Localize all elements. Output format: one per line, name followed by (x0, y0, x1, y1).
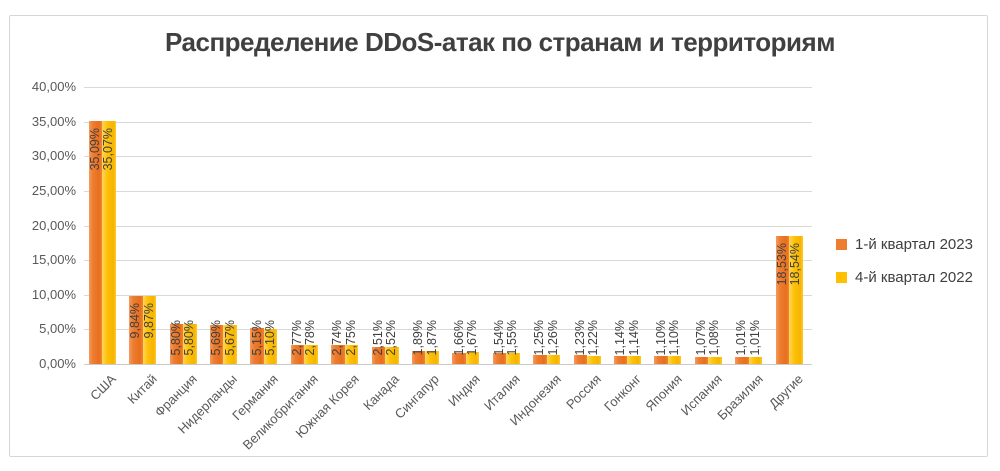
legend-label-q4-2022: 4-й квартал 2022 (855, 269, 973, 286)
chart-frame (9, 15, 988, 457)
bar-q4-2022-Нидерланды (223, 324, 237, 364)
bar-q4-2022-Италия (506, 353, 520, 364)
gridline-20 (84, 225, 812, 227)
bar-value-label-q4-Другие: 18,54% (788, 242, 803, 286)
bar-value-label-q4-Индия: 1,67% (465, 319, 480, 355)
bar-value-label-q1-Сингапур: 1,89% (411, 319, 426, 355)
bar-value-label-q4-Индонезия: 1,26% (545, 319, 560, 355)
bar-q1-2023-Германия (250, 328, 264, 364)
bar-q1-2023-Япония (654, 356, 668, 364)
bar-value-label-q4-Бразилия: 1,01% (747, 319, 762, 355)
gridline-0 (84, 364, 812, 365)
bar-q4-2022-Сингапур (425, 351, 439, 364)
bar-value-label-q4-Франция: 5,80% (182, 319, 197, 355)
bar-q4-2022-Индонезия (546, 355, 561, 364)
gridline-5 (84, 329, 812, 331)
bar-q1-2023-Китай (129, 295, 143, 364)
bar-q1-2023-Гонконг (613, 356, 628, 364)
bar-q4-2022-Гонконг (627, 356, 641, 364)
gridline-15 (84, 260, 812, 262)
bar-q1-2023-Южная Корея (331, 345, 345, 364)
bar-q4-2022-Франция (183, 323, 197, 364)
bar-value-label-q4-Южная Корея: 2,75% (343, 319, 358, 355)
bar-q1-2023-Франция (169, 323, 183, 364)
y-tick-label-20: 20,00% (31, 217, 76, 233)
gridline-35 (84, 121, 812, 123)
bar-q1-2023-Другие (775, 235, 789, 364)
bar-q1-2023-Нидерланды (209, 324, 224, 364)
y-tick-label-15: 15,00% (31, 252, 76, 268)
bar-value-label-q4-Великобритания: 2,78% (303, 319, 318, 355)
bar-value-label-q4-США: 35,07% (101, 128, 116, 171)
bar-q4-2022-Индия (465, 352, 480, 364)
bar-q4-2022-Бразилия (748, 357, 763, 364)
bar-q1-2023-Индонезия (533, 355, 547, 364)
bar-q4-2022-Германия (263, 328, 278, 364)
y-tick-label-40: 40,00% (31, 79, 76, 94)
bar-value-label-q4-Нидерланды: 5,67% (222, 319, 237, 355)
bar-q4-2022-Япония (667, 356, 682, 364)
bar-q1-2023-Сингапур (411, 350, 426, 364)
bar-q1-2023-Индия (452, 352, 466, 364)
bar-value-label-q4-Канада: 2,52% (384, 319, 399, 355)
gridline-25 (84, 190, 812, 192)
y-tick-label-35: 35,00% (31, 113, 76, 129)
bar-value-label-q1-Нидерланды: 5,69% (209, 319, 224, 355)
bar-value-label-q4-Германия: 5,10% (263, 319, 278, 355)
y-tick-label-5: 5,00% (39, 321, 76, 337)
legend: 1-й квартал 2023 4-й квартал 2022 (836, 236, 973, 286)
legend-swatch-q1-2023-icon (836, 239, 847, 250)
bar-q1-2023-США (88, 121, 103, 364)
bar-value-label-q4-Россия: 1,22% (586, 319, 601, 355)
bar-q4-2022-Китай (142, 295, 157, 364)
legend-item-q1-2023: 1-й квартал 2023 (836, 236, 973, 253)
y-tick-label-10: 10,00% (31, 286, 76, 302)
bar-q1-2023-Канада (371, 346, 385, 364)
bar-q1-2023-Бразилия (735, 357, 749, 364)
y-tick-label-25: 25,00% (31, 182, 76, 198)
bar-q4-2022-Южная Корея (344, 344, 359, 364)
bar-q1-2023-Испания (694, 356, 709, 364)
gridline-10 (84, 294, 812, 296)
bar-q4-2022-США (102, 121, 116, 364)
legend-label-q1-2023: 1-й квартал 2023 (855, 236, 973, 253)
legend-swatch-q4-2022-icon (836, 272, 847, 283)
bar-value-label-q4-Китай: 9,87% (141, 302, 156, 339)
bar-q4-2022-Канада (385, 346, 399, 364)
bar-q1-2023-Италия (492, 353, 507, 364)
bar-q4-2022-Другие (789, 235, 803, 364)
bar-q4-2022-Россия (587, 355, 601, 364)
bar-q1-2023-Великобритания (290, 344, 305, 364)
bar-value-label-q1-Гонконг: 1,14% (613, 319, 628, 355)
chart-title: Распределение DDoS-атак по странам и тер… (165, 27, 835, 57)
bar-value-label-q4-Гонконг: 1,14% (626, 319, 641, 355)
y-tick-label-30: 30,00% (31, 148, 76, 164)
gridline-30 (84, 156, 812, 158)
legend-item-q4-2022: 4-й квартал 2022 (836, 269, 973, 286)
bar-value-label-q4-Сингапур: 1,87% (424, 319, 439, 355)
bar-q4-2022-Испания (708, 356, 722, 364)
gridline-40 (84, 87, 812, 88)
bar-value-label-q4-Япония: 1,10% (667, 319, 682, 355)
bar-q4-2022-Великобритания (304, 344, 318, 364)
bar-value-label-q4-Италия: 1,55% (505, 319, 520, 355)
y-tick-label-0: 0,00% (39, 356, 76, 371)
bar-q1-2023-Россия (573, 355, 587, 364)
bar-value-label-q4-Испания: 1,08% (707, 319, 722, 355)
